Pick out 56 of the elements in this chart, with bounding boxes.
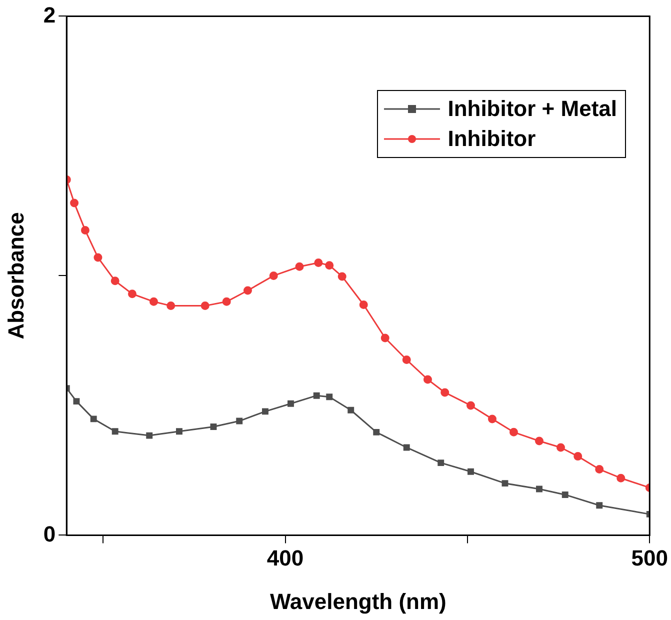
x-axis-title: Wavelength (nm): [270, 588, 446, 614]
point: [373, 428, 380, 436]
point: [534, 436, 544, 446]
point: [313, 392, 320, 399]
point: [288, 400, 294, 407]
point: [562, 491, 568, 498]
point: [128, 290, 136, 298]
point: [90, 416, 97, 422]
point: [295, 262, 304, 271]
point: [596, 502, 603, 509]
point: [269, 271, 278, 280]
point: [438, 460, 444, 466]
point: [149, 297, 158, 306]
y-tick-label: 0: [43, 521, 56, 546]
point: [359, 300, 368, 310]
point: [468, 468, 474, 475]
y-axis-title: Absorbance: [3, 212, 28, 340]
point: [94, 253, 102, 262]
point: [440, 388, 450, 397]
point: [314, 258, 323, 267]
point: [423, 375, 432, 384]
point: [176, 428, 182, 435]
point: [146, 432, 153, 439]
point: [509, 428, 518, 436]
point: [200, 302, 210, 310]
x-tick-label: 400: [266, 545, 304, 570]
point: [616, 474, 626, 482]
point: [402, 356, 411, 364]
point: [236, 418, 243, 424]
point: [73, 398, 80, 405]
point: [222, 297, 231, 306]
point: [262, 408, 268, 415]
point: [403, 444, 410, 451]
point: [556, 443, 565, 452]
point: [348, 406, 354, 414]
point: [166, 302, 176, 310]
point: [574, 452, 582, 461]
point: [466, 401, 475, 410]
point: [110, 276, 120, 286]
point: [210, 424, 217, 430]
point: [112, 428, 118, 435]
point: [80, 226, 90, 235]
x-tick-label: 500: [631, 545, 668, 570]
legend-label: Inhibitor + Metal: [448, 95, 617, 123]
point: [243, 286, 252, 295]
point: [595, 465, 604, 474]
point: [70, 198, 79, 208]
point: [536, 486, 542, 492]
point: [502, 480, 508, 487]
point: [338, 272, 346, 281]
y-tick-label: 2: [43, 2, 56, 28]
point: [380, 334, 390, 342]
legend-label: Inhibitor: [448, 125, 536, 153]
point: [325, 261, 334, 270]
point: [326, 394, 333, 400]
point: [488, 414, 496, 424]
